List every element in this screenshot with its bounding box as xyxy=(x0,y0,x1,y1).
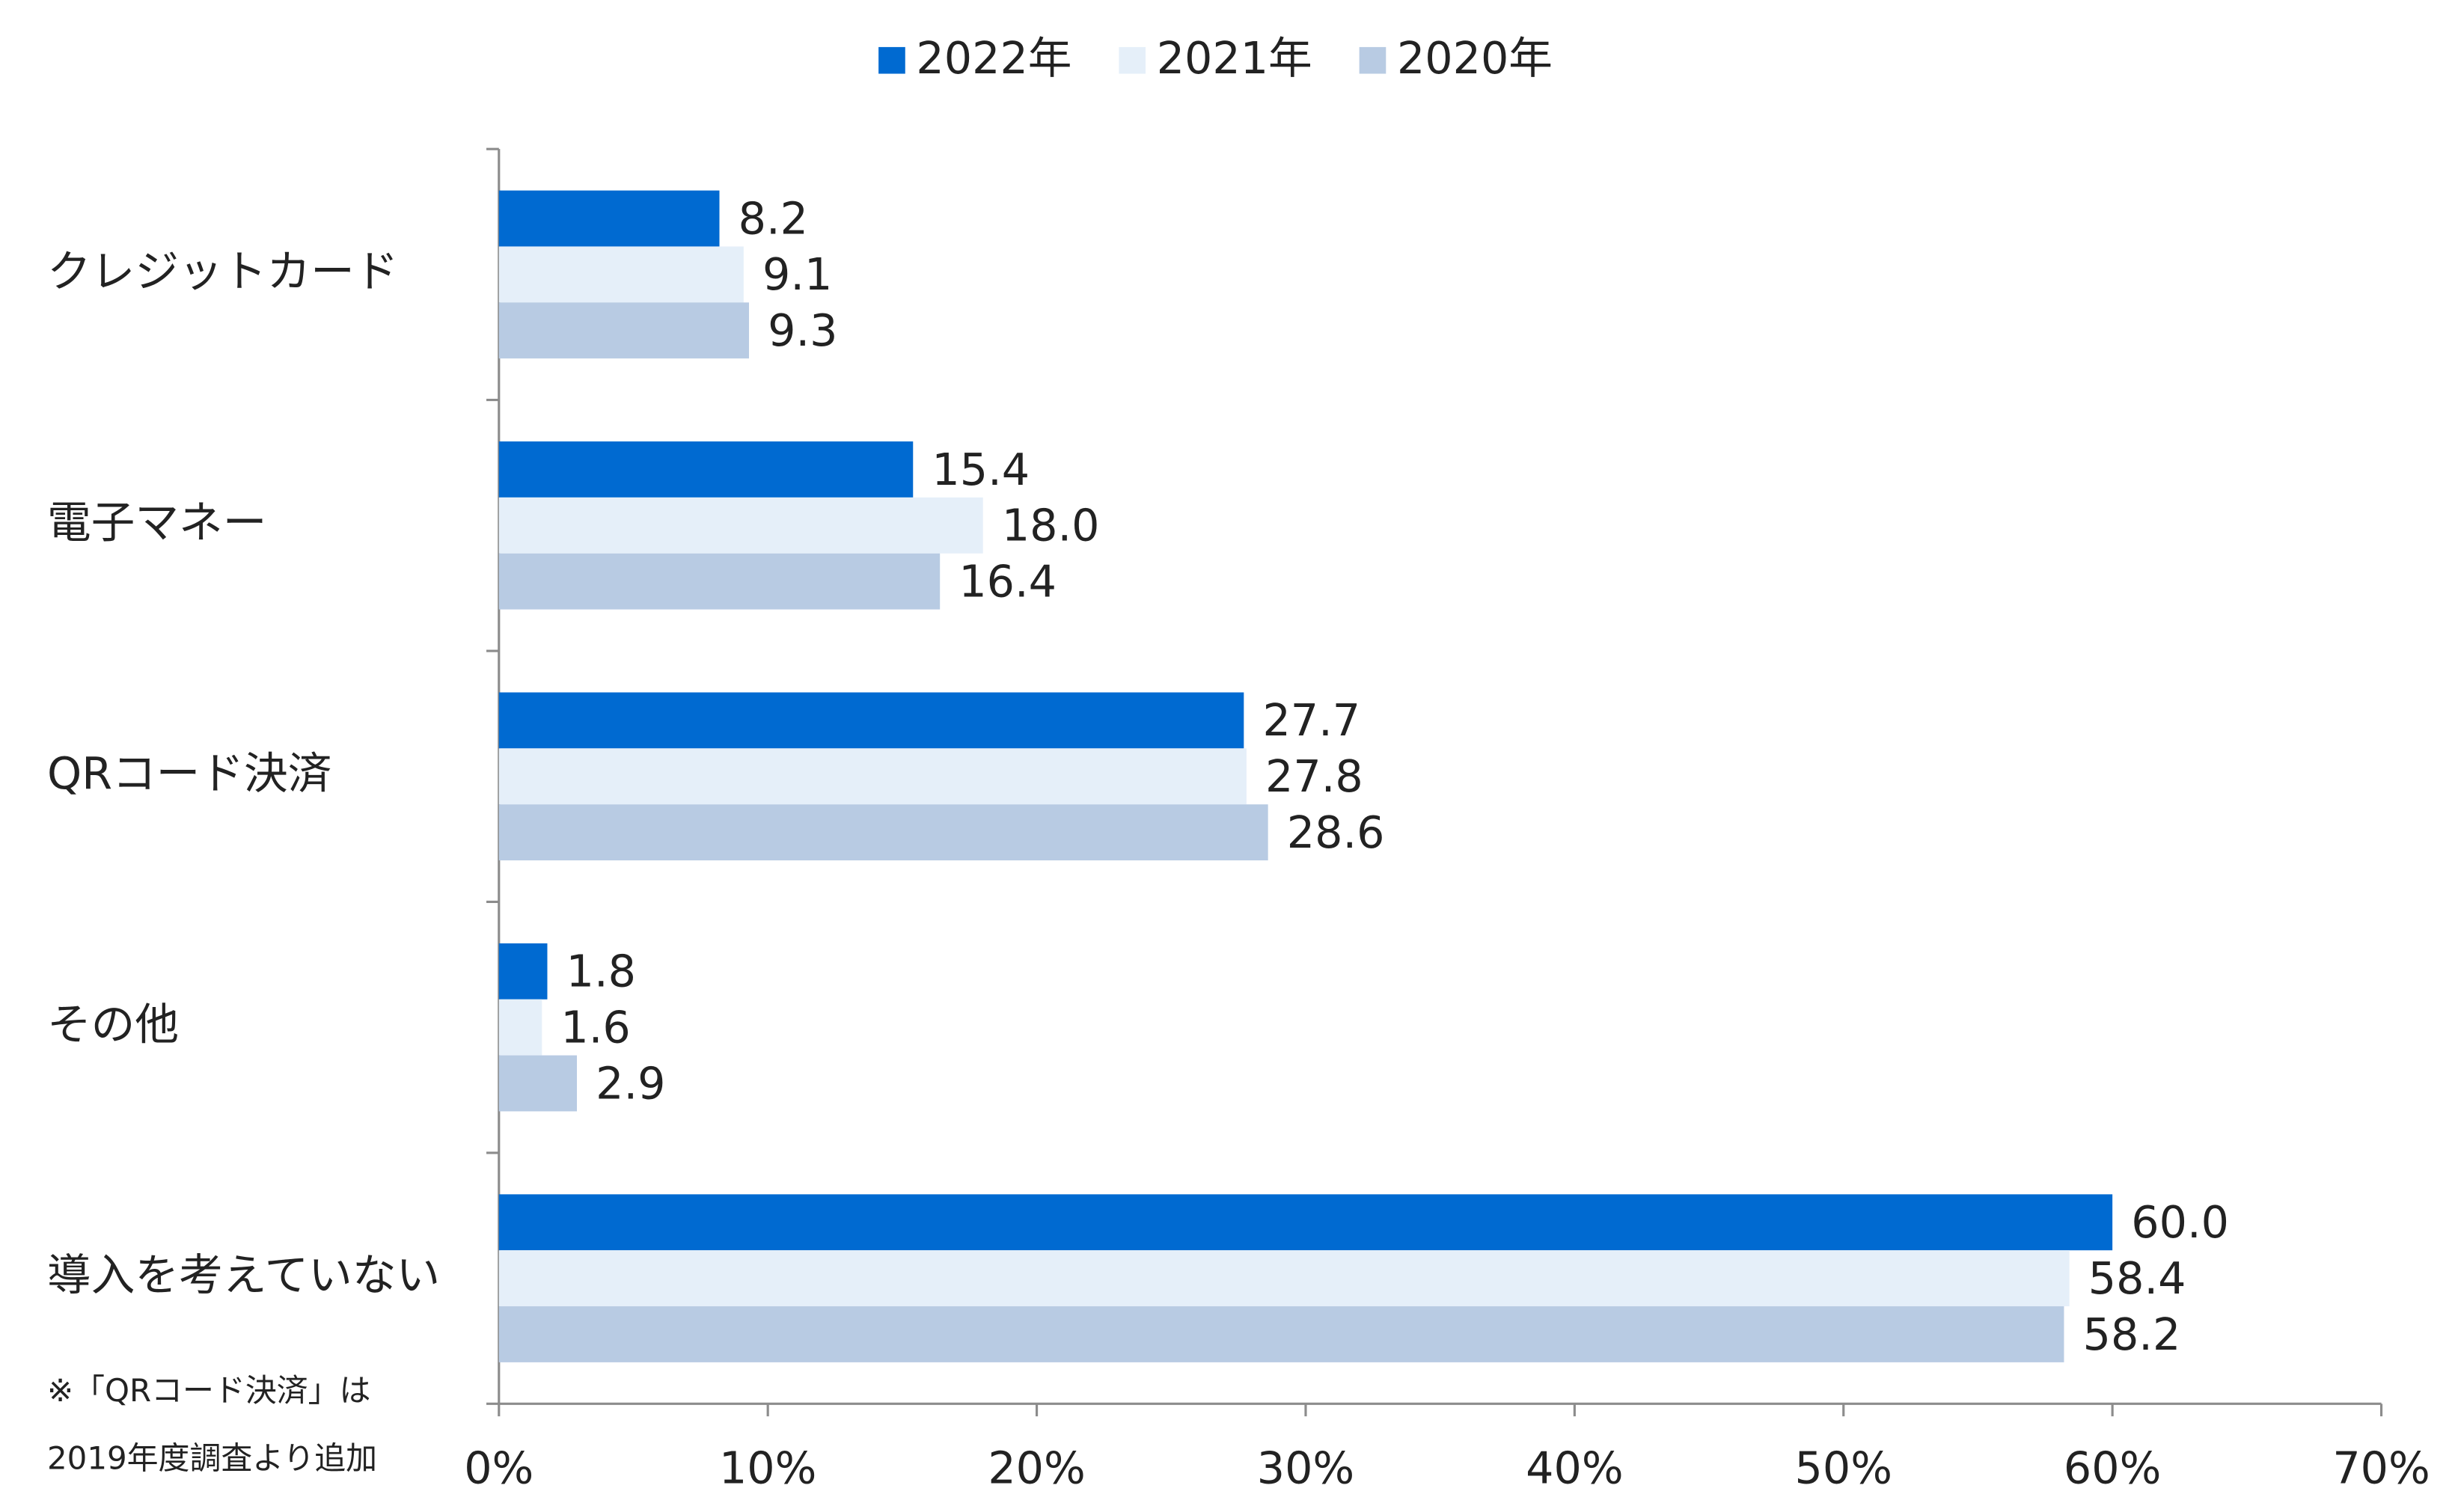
value-label: 9.1 xyxy=(762,249,832,300)
value-label: 9.3 xyxy=(768,305,837,356)
value-label: 18.0 xyxy=(1002,501,1100,551)
bar xyxy=(498,441,914,498)
x-tick-label: 60% xyxy=(2064,1443,2161,1494)
value-label: 60.0 xyxy=(2131,1197,2229,1248)
legend-swatch xyxy=(1359,46,1386,74)
legend-swatch xyxy=(1119,46,1146,74)
bar xyxy=(498,692,1244,749)
value-label: 28.6 xyxy=(1287,807,1385,858)
value-label: 8.2 xyxy=(739,193,808,244)
x-tick-label: 70% xyxy=(2332,1443,2430,1494)
category-label: 導入を考えていない xyxy=(47,1250,440,1301)
value-label: 58.4 xyxy=(2088,1253,2186,1304)
legend-swatch xyxy=(878,46,905,74)
category-label: その他 xyxy=(47,999,179,1050)
legend-label: 2021年 xyxy=(1157,33,1312,84)
value-label: 27.8 xyxy=(1265,751,1363,802)
bar xyxy=(498,943,548,1000)
bar xyxy=(498,748,1247,805)
footnote: ※「QRコード決済」は xyxy=(47,1372,370,1409)
bar xyxy=(498,1306,2064,1362)
value-label: 58.2 xyxy=(2083,1309,2181,1360)
bar xyxy=(498,804,1268,861)
x-tick-label: 10% xyxy=(719,1443,816,1494)
bar xyxy=(498,246,744,303)
bar xyxy=(498,1055,578,1112)
value-label: 16.4 xyxy=(959,556,1057,607)
x-tick-label: 20% xyxy=(988,1443,1085,1494)
category-label: クレジットカード xyxy=(47,246,398,297)
category-label: 電子マネー xyxy=(47,497,266,548)
bar xyxy=(498,302,750,359)
legend-label: 2022年 xyxy=(916,33,1071,84)
x-tick-label: 40% xyxy=(1526,1443,1623,1494)
value-label: 1.8 xyxy=(566,946,636,997)
x-tick-label: 50% xyxy=(1795,1443,1892,1494)
bar xyxy=(498,553,941,610)
bar xyxy=(498,1194,2113,1251)
value-label: 2.9 xyxy=(596,1058,665,1109)
x-tick-label: 30% xyxy=(1257,1443,1354,1494)
value-label: 1.6 xyxy=(560,1002,630,1053)
bar xyxy=(498,999,542,1056)
category-label: QRコード決済 xyxy=(47,748,331,799)
footnote: 2019年度調査より追加 xyxy=(47,1439,377,1476)
value-label: 15.4 xyxy=(932,444,1030,495)
bar xyxy=(498,190,720,247)
bar xyxy=(498,497,983,554)
value-label: 27.7 xyxy=(1262,695,1360,746)
legend-label: 2020年 xyxy=(1397,33,1553,84)
x-tick-label: 0% xyxy=(464,1443,533,1494)
bar xyxy=(498,1250,2070,1307)
